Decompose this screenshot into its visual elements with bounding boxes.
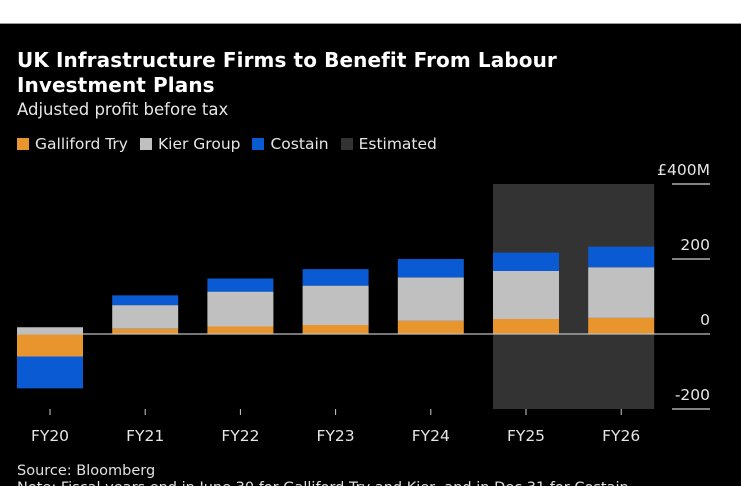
bar-kier-group-fy21 (112, 305, 179, 329)
bar-galliford-try-fy20 (17, 334, 83, 357)
bar-costain-fy23 (302, 269, 369, 286)
footnote: Note: Fiscal years end in June 30 for Ga… (17, 479, 629, 486)
bar-costain-fy21 (112, 295, 179, 306)
bar-galliford-try-fy22 (207, 326, 274, 334)
legend: Galliford Try Kier Group Costain Estimat… (17, 134, 437, 154)
bar-costain-fy25 (493, 252, 559, 271)
bar-costain-fy22 (207, 278, 274, 292)
y-tick-label: -200 (675, 386, 710, 404)
bar-kier-group-fy22 (207, 291, 274, 327)
chart-title: UK Infrastructure Firms to Benefit From … (17, 48, 557, 97)
bar-costain-fy24 (397, 259, 464, 278)
legend-item-costain: Costain (252, 134, 329, 154)
y-tick-label: 200 (680, 236, 710, 254)
x-tick-label: FY20 (31, 427, 69, 445)
top-white-bar (0, 0, 741, 24)
bar-galliford-try-fy21 (112, 328, 179, 334)
legend-label: Galliford Try (35, 135, 128, 153)
bar-kier-group-fy24 (397, 277, 464, 321)
legend-item-estimated: Estimated (340, 134, 437, 154)
legend-swatch-costain (252, 138, 265, 150)
x-tick-label: FY23 (317, 427, 355, 445)
bar-costain-fy26 (588, 246, 655, 268)
legend-item-galliford-try: Galliford Try (17, 134, 128, 154)
source-note: Source: Bloomberg (17, 463, 156, 479)
bar-costain-fy20 (17, 356, 83, 389)
bar-kier-group-fy25 (493, 271, 559, 319)
bar-kier-group-fy26 (588, 267, 655, 318)
legend-item-kier-group: Kier Group (139, 134, 241, 154)
x-tick-label: FY21 (126, 427, 164, 445)
legend-label: Estimated (358, 135, 437, 153)
legend-label: Kier Group (157, 135, 241, 153)
y-tick-label: £400M (657, 161, 710, 179)
bar-galliford-try-fy26 (588, 317, 655, 334)
x-tick-label: FY26 (602, 427, 640, 445)
chart-subtitle: Adjusted profit before tax (17, 100, 229, 119)
legend-swatch-estimated (340, 138, 353, 150)
x-tick-label: FY25 (507, 427, 545, 445)
bar-galliford-try-fy23 (302, 325, 369, 334)
x-tick-label: FY24 (412, 427, 450, 445)
bar-kier-group-fy20 (17, 327, 83, 334)
bar-kier-group-fy23 (302, 285, 369, 325)
x-tick-label: FY22 (221, 427, 259, 445)
legend-label: Costain (270, 135, 329, 153)
bar-galliford-try-fy24 (397, 320, 464, 334)
legend-swatch-kier-group (139, 138, 152, 150)
bar-galliford-try-fy25 (493, 319, 559, 334)
legend-swatch-galliford-try (17, 138, 29, 150)
y-tick-label: 0 (700, 311, 710, 329)
